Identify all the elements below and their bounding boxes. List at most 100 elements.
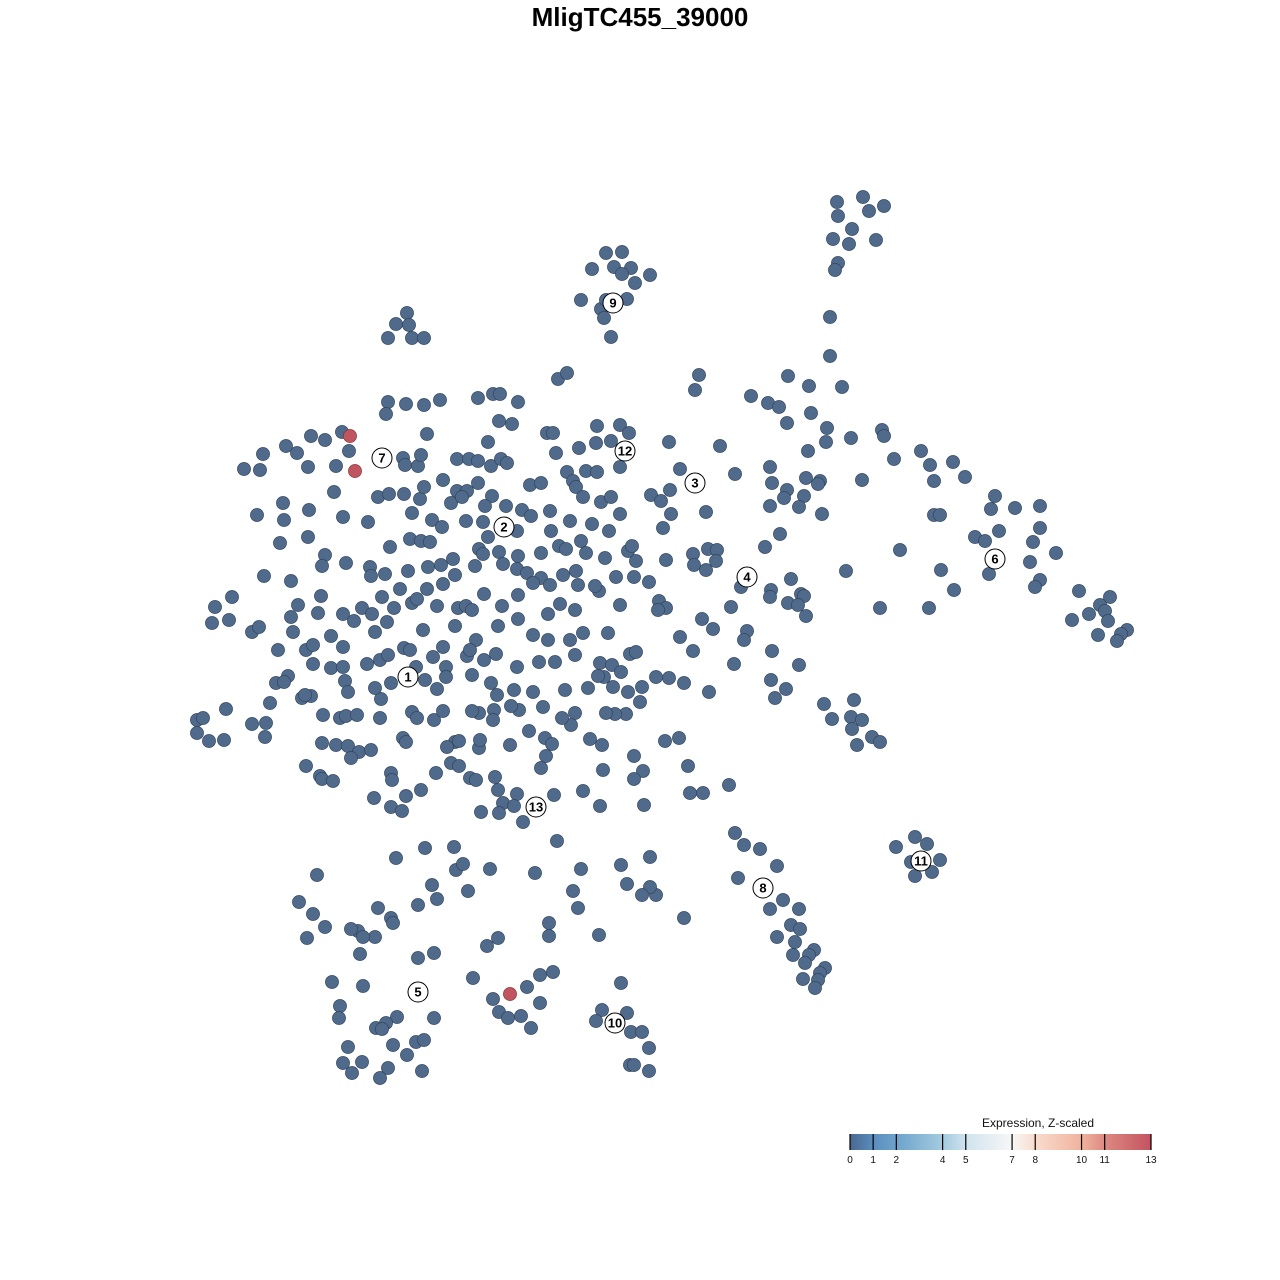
data-point	[550, 834, 564, 848]
data-point	[420, 582, 434, 596]
data-point	[344, 751, 358, 765]
data-point	[585, 517, 599, 531]
data-point	[436, 704, 450, 718]
cluster-label-badge	[752, 877, 774, 899]
data-point	[205, 616, 219, 630]
data-point	[677, 676, 691, 690]
data-point	[763, 902, 777, 916]
cluster-label-badge	[604, 1012, 626, 1034]
data-point	[425, 878, 439, 892]
data-point	[593, 799, 607, 813]
data-point	[699, 563, 713, 577]
data-point	[471, 476, 485, 490]
data-point	[368, 930, 382, 944]
data-point	[798, 956, 812, 970]
cluster-label-badge	[397, 666, 419, 688]
data-point-high-expression	[503, 987, 517, 1001]
data-point	[341, 1040, 355, 1054]
data-point	[664, 507, 678, 521]
data-point	[765, 476, 779, 490]
data-point	[808, 981, 822, 995]
points-layer	[190, 190, 1134, 1085]
data-point	[318, 433, 332, 447]
data-point	[256, 447, 270, 461]
data-point	[410, 711, 424, 725]
data-point	[1065, 613, 1079, 627]
data-point	[826, 232, 840, 246]
data-point	[411, 951, 425, 965]
data-point	[490, 688, 504, 702]
data-point	[802, 379, 816, 393]
legend-tick-label: 5	[963, 1155, 969, 1166]
data-point	[770, 930, 784, 944]
data-point	[371, 901, 385, 915]
data-point	[386, 916, 400, 930]
data-point	[823, 349, 837, 363]
data-point	[847, 693, 861, 707]
legend-tick-label: 11	[1099, 1155, 1110, 1166]
data-point	[425, 513, 439, 527]
data-point	[306, 907, 320, 921]
data-point	[914, 444, 928, 458]
data-point	[772, 400, 786, 414]
data-point	[418, 673, 432, 687]
data-point	[514, 1009, 528, 1023]
data-point	[439, 670, 453, 684]
data-point	[947, 583, 961, 597]
data-point	[1033, 521, 1047, 535]
data-point	[958, 470, 972, 484]
cluster-label-text: 11	[914, 854, 928, 869]
data-point	[190, 726, 204, 740]
data-point	[799, 471, 813, 485]
data-point	[316, 708, 330, 722]
data-point	[484, 676, 498, 690]
data-point	[724, 600, 738, 614]
data-point	[622, 426, 636, 440]
data-point	[604, 330, 618, 344]
data-point	[315, 736, 329, 750]
data-point	[429, 766, 443, 780]
data-point	[386, 1038, 400, 1052]
data-point	[336, 607, 350, 621]
data-point	[614, 665, 628, 679]
data-point	[333, 999, 347, 1013]
data-point	[350, 708, 364, 722]
data-point	[845, 722, 859, 736]
data-point	[773, 527, 787, 541]
data-point	[504, 699, 518, 713]
legend-colorbar	[850, 1134, 1151, 1150]
data-point	[534, 476, 548, 490]
legend-tick-label: 4	[940, 1155, 946, 1166]
data-point	[692, 368, 706, 382]
data-point	[613, 507, 627, 521]
cluster-label-badge	[684, 472, 706, 494]
data-point	[588, 579, 602, 593]
data-point	[373, 711, 387, 725]
data-point	[542, 929, 556, 943]
data-point	[796, 972, 810, 986]
data-point	[345, 1066, 359, 1080]
data-point	[568, 706, 582, 720]
data-point	[375, 590, 389, 604]
data-point	[259, 716, 273, 730]
data-point	[417, 480, 431, 494]
data-point	[501, 1011, 515, 1025]
data-point	[395, 804, 409, 818]
data-point	[355, 1055, 369, 1069]
data-point	[1023, 555, 1037, 569]
data-point	[877, 429, 891, 443]
data-point	[541, 607, 555, 621]
data-point	[819, 435, 833, 449]
data-point	[613, 460, 627, 474]
data-point	[414, 448, 428, 462]
data-point	[642, 1064, 656, 1078]
data-point	[311, 606, 325, 620]
data-point	[491, 619, 505, 633]
data-point	[637, 798, 651, 812]
data-point	[375, 1022, 389, 1036]
data-point	[548, 655, 562, 669]
data-point	[758, 540, 772, 554]
data-point	[589, 436, 603, 450]
data-point	[446, 552, 460, 566]
